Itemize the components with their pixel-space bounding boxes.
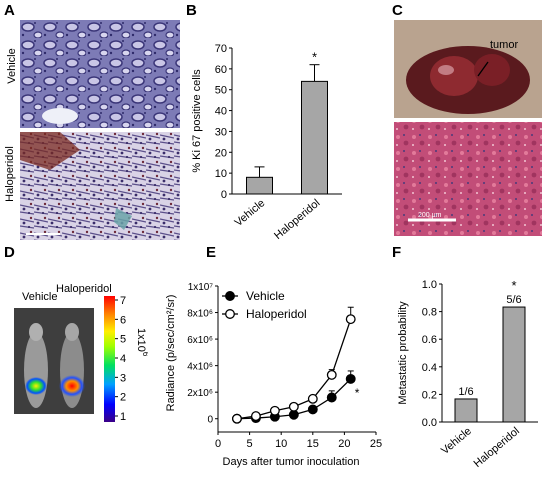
y-tick-label: 70 — [215, 43, 227, 55]
significance-marker: * — [312, 50, 317, 65]
panel-d-colorbar — [104, 296, 115, 422]
panel-d-imaging: Vehicle Haloperidol 7 6 5 4 3 2 1 1x106 — [14, 283, 148, 423]
category-label: Haloperidol — [472, 425, 522, 470]
colorbar-tick-label: 1 — [120, 411, 126, 423]
y-tick-label: 10 — [215, 168, 227, 180]
bar — [301, 80, 328, 195]
y-tick-label: 1x10⁷ — [188, 282, 214, 293]
data-label: 5/6 — [506, 294, 521, 306]
panel-c-tumor-mass-2 — [474, 54, 510, 86]
data-point — [345, 314, 356, 325]
colorbar-tick-label: 6 — [120, 314, 126, 326]
panel-d-group-label-haloperidol: Haloperidol — [56, 283, 112, 295]
x-tick-label: 5 — [247, 438, 253, 450]
y-tick-label: 8x10⁶ — [187, 309, 213, 320]
y-tick-label: 20 — [215, 147, 227, 159]
data-point — [326, 369, 337, 380]
panel-a-histology-images — [20, 20, 180, 240]
y-axis-label: % Ki 67 positive cells — [191, 69, 203, 173]
panel-f-chart: 0.0 0.2 0.4 0.6 0.8 1.0 Metastatic probability… — [397, 278, 538, 470]
category-label: Vehicle — [233, 197, 268, 229]
y-axis-label: Metastatic probability — [397, 301, 409, 405]
panel-c-arrow — [477, 61, 489, 77]
panel-c-images: tumor 200 μm — [394, 20, 542, 236]
panel-c-histology — [394, 122, 542, 236]
x-axis-label: Days after tumor inoculation — [223, 456, 360, 468]
y-tick-label: 30 — [215, 126, 227, 138]
data-point — [269, 405, 280, 416]
panel-b-chart: 0 10 20 30 40 50 60 70 % Ki 67 positive cells Veh… — [191, 43, 342, 242]
y-tick-label: 2x10⁶ — [187, 388, 213, 399]
panel-a-blue-region — [114, 208, 132, 230]
panel-d-letter: D — [4, 244, 15, 261]
panel-a-row-label-haloperidol: Haloperidol — [4, 146, 16, 202]
bar — [502, 306, 526, 423]
y-tick-label: 4x10⁶ — [187, 362, 213, 373]
panel-a-dark-region — [20, 132, 80, 170]
panel-e-letter: E — [206, 244, 217, 261]
panel-d-group-label-vehicle: Vehicle — [22, 291, 57, 303]
panel-a-lumen — [42, 108, 78, 124]
colorbar-tick-label: 4 — [120, 353, 126, 365]
panel-d-signal-vehicle — [25, 377, 47, 395]
panel-c-letter: C — [392, 2, 403, 19]
y-tick-label: 1.0 — [422, 279, 437, 291]
y-tick-label: 0.4 — [422, 362, 437, 374]
colorbar-tick-label: 7 — [120, 295, 126, 307]
panel-f-letter: F — [392, 244, 402, 261]
colorbar-tick-label: 5 — [120, 334, 126, 346]
panel-a-letter: A — [4, 2, 15, 19]
panel-c-annotation: tumor — [490, 39, 518, 51]
y-tick-label: 6x10⁶ — [187, 335, 213, 346]
data-label: 1/6 — [458, 386, 473, 398]
x-tick-label: 25 — [370, 438, 382, 450]
y-tick-label: 0.6 — [422, 334, 437, 346]
panel-b-letter: B — [186, 2, 197, 19]
colorbar-tick-label: 3 — [120, 372, 126, 384]
bar — [246, 176, 273, 195]
y-tick-label: 0 — [221, 189, 227, 201]
x-tick-label: 20 — [338, 438, 350, 450]
panel-d-mouse-vehicle — [24, 332, 48, 408]
legend-marker — [225, 309, 235, 319]
y-tick-label: 50 — [215, 85, 227, 97]
data-point — [288, 401, 299, 412]
y-tick-label: 60 — [215, 64, 227, 76]
legend-label: Haloperidol — [246, 307, 307, 321]
panel-d-colorbar-unit: 1x106 — [135, 328, 148, 357]
panel-a-vehicle-image — [20, 20, 180, 128]
panel-d-colorbar-ticks: 7 6 5 4 3 2 1 — [115, 295, 126, 423]
legend-label: Vehicle — [246, 289, 285, 303]
data-point — [250, 411, 261, 422]
panel-a-row-label-vehicle: Vehicle — [6, 48, 18, 84]
data-point — [345, 373, 356, 384]
y-tick-label: 40 — [215, 106, 227, 118]
data-point — [232, 413, 242, 424]
y-tick-label: 0.0 — [422, 417, 437, 429]
panel-d-signal-haloperidol — [59, 375, 85, 397]
category-label: Haloperidol — [272, 197, 322, 242]
x-tick-label: 0 — [215, 438, 221, 450]
x-tick-label: 10 — [275, 438, 287, 450]
bar — [454, 398, 478, 423]
y-tick-label: 0.8 — [422, 307, 437, 319]
data-point — [307, 404, 318, 415]
significance-marker: * — [511, 278, 516, 293]
panel-e-chart: 0 5 10 15 20 251x10⁷8x10⁶6x10⁶4x10⁶2x10⁶0Days… — [165, 282, 382, 468]
panel-c-scale-text: 200 μm — [418, 212, 442, 219]
significance-marker: * — [355, 386, 360, 400]
data-point — [326, 392, 337, 403]
y-axis-label: Radiance (p/sec/cm²/sr) — [165, 295, 177, 412]
panel-c-tumor-mass — [430, 56, 478, 96]
y-tick-label: 0 — [207, 415, 213, 426]
y-tick-label: 0.2 — [422, 389, 437, 401]
data-point — [288, 409, 299, 420]
colorbar-tick-label: 2 — [120, 392, 126, 404]
data-point — [307, 393, 318, 404]
x-tick-label: 15 — [307, 438, 319, 450]
category-label: Vehicle — [439, 425, 474, 457]
legend-marker — [225, 291, 235, 301]
